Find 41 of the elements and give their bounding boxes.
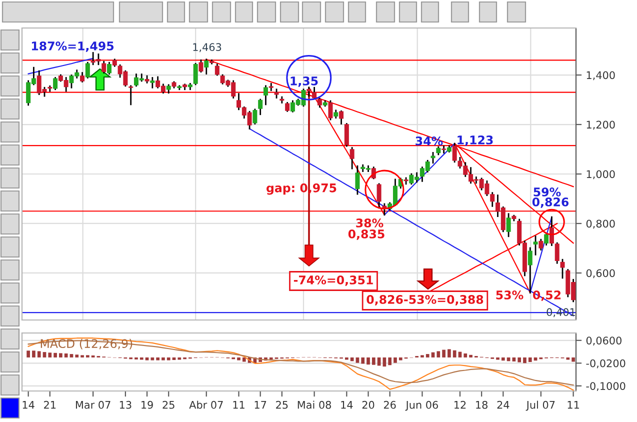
annotation: 59% xyxy=(534,187,561,196)
x-tick-label: 25 xyxy=(276,400,288,409)
x-tick-label: 14 xyxy=(22,401,34,409)
x-tick-label: Jul 07 xyxy=(526,400,555,411)
annotation: 1,123 xyxy=(458,135,493,146)
annotation: 34% xyxy=(416,136,443,146)
y-tick-label: 0,800 xyxy=(586,220,615,229)
annotation: 187%=1,495 xyxy=(32,41,114,52)
x-tick-label: 26 xyxy=(384,400,396,409)
x-tick-label: 11 xyxy=(233,401,244,409)
x-tick-label: 20 xyxy=(362,400,374,409)
x-tick-label: 18 xyxy=(476,400,488,409)
x-tick-label: Mar 07 xyxy=(76,400,110,409)
x-tick-label: Mai 08 xyxy=(298,400,331,409)
y-tick-label: 1,200 xyxy=(586,120,615,130)
y-tick-label: 1,000 xyxy=(586,170,615,180)
y-tick-label: 0,0600 xyxy=(586,336,622,346)
chart-title: MACD (12,26,9) xyxy=(40,338,132,350)
x-tick-label: 14 xyxy=(341,401,353,409)
x-tick-label: Jun 06 xyxy=(405,400,438,411)
x-tick-label: 21 xyxy=(44,400,56,409)
y-tick-label: 0,600 xyxy=(586,269,615,278)
annotation: 0,826 xyxy=(532,197,569,208)
annotation: 0,826-53%=0,388 xyxy=(366,294,484,306)
x-tick-label: 25 xyxy=(162,400,174,409)
x-tick-label: 12 xyxy=(454,400,466,409)
x-tick-label: 17 xyxy=(254,401,266,409)
annotation: 38% xyxy=(356,218,384,228)
x-tick-label: 13 xyxy=(120,400,132,409)
annotation: 1,463 xyxy=(193,43,222,52)
annotation: 1,35 xyxy=(290,76,318,87)
x-tick-label: 11 xyxy=(568,401,579,409)
x-tick-label: 24 xyxy=(497,400,510,409)
annotation: 53% xyxy=(496,290,524,300)
annotation: -74%=0,351 xyxy=(294,275,373,286)
x-tick-label: 19 xyxy=(142,400,153,409)
x-tick-label: Abr 07 xyxy=(189,400,223,409)
y-tick-label: 1,400 xyxy=(586,71,615,80)
y-tick-label: -0,0200 xyxy=(586,359,626,368)
y-tick-label: -0,1000 xyxy=(586,382,626,392)
annotation: 0,835 xyxy=(348,229,384,240)
